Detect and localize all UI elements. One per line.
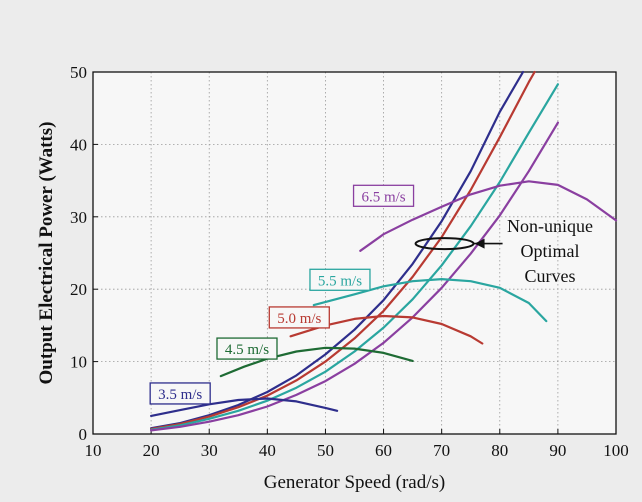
series-label-text: 4.5 m/s: [225, 342, 269, 358]
series-label-box: [309, 268, 371, 291]
y-tick-label: 10: [70, 353, 87, 372]
annotation-arrowhead: [474, 238, 485, 249]
optimal-curve-line: [150, 83, 559, 431]
series-label: 5.0 m/s: [268, 306, 330, 329]
optimal-curve-line: [150, 70, 536, 430]
series-label-box: [352, 184, 415, 207]
x-tick-label: 70: [433, 441, 450, 460]
series-label: 6.5 m/s: [352, 184, 415, 207]
x-tick-label: 40: [259, 441, 276, 460]
wind-speed-curve-line: [150, 397, 339, 417]
annotation-text: Non-unique: [507, 216, 593, 236]
wind-speed-curve-line: [359, 180, 618, 252]
series-label-box: [216, 337, 278, 360]
x-tick-label: 100: [603, 441, 629, 460]
y-tick-label: 50: [70, 63, 87, 82]
series-label-text: 3.5 m/s: [158, 387, 202, 403]
plot-frame: [92, 71, 617, 435]
series-label-text: 5.5 m/s: [318, 273, 362, 289]
series-label: 3.5 m/s: [149, 382, 211, 405]
x-tick-label: 30: [201, 441, 218, 460]
x-tick-label: 90: [549, 441, 566, 460]
series-label: 5.5 m/s: [309, 268, 371, 291]
series-label-text: 5.0 m/s: [277, 311, 321, 327]
x-tick-label: 60: [375, 441, 392, 460]
series: [150, 70, 618, 432]
series-label-box: [268, 306, 330, 329]
optimal-curve-line: [150, 121, 559, 432]
x-axis-label: Generator Speed (rad/s): [264, 472, 445, 493]
series-label-box: [149, 382, 211, 405]
x-tick-label: 10: [85, 441, 102, 460]
series-label: 4.5 m/s: [216, 337, 278, 360]
y-tick-label: 30: [70, 208, 87, 227]
series-labels: 3.5 m/s 4.5 m/s 5.0 m/s 5.5 m/s 6.5 m/s: [149, 184, 415, 405]
wind-speed-curve-line: [312, 278, 548, 323]
optimal-curve-line: [150, 70, 525, 430]
series-label-text: 6.5 m/s: [361, 189, 405, 205]
x-tick-label: 20: [143, 441, 160, 460]
annotation: Non-unique Optimal Curves: [414, 216, 593, 286]
annotation-text: Curves: [525, 266, 576, 286]
y-tick-label: 20: [70, 280, 87, 299]
y-tick-label: 40: [70, 135, 87, 154]
y-tick-label: 0: [79, 425, 88, 444]
wind-speed-curve-line: [289, 314, 484, 345]
x-tick-label: 80: [491, 441, 508, 460]
x-tick-label: 50: [317, 441, 334, 460]
annotation-text: Optimal: [521, 241, 580, 261]
y-axis-label: Output Electrical Power (Watts): [36, 122, 57, 385]
wind-speed-curve-line: [219, 346, 414, 378]
